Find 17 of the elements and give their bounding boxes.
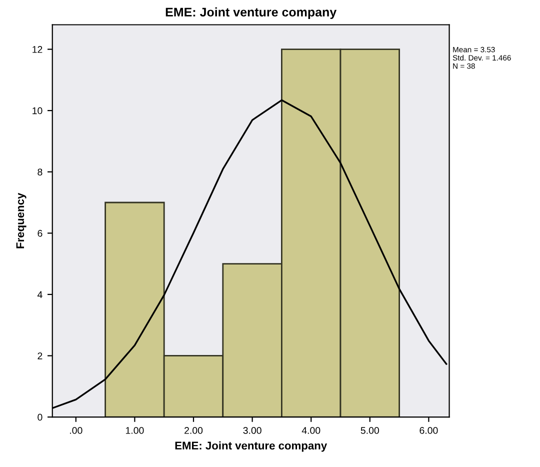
x-tick-label: .00 bbox=[70, 427, 82, 434]
x-tick-label: 2.00 bbox=[184, 427, 203, 434]
y-tick-label: 0 bbox=[38, 414, 42, 421]
x-axis-title: EME: Joint venture company bbox=[175, 441, 328, 452]
y-tick-label: 2 bbox=[38, 352, 42, 360]
x-tick-label: 6.00 bbox=[420, 427, 438, 434]
x-tick-label: 5.00 bbox=[360, 427, 379, 434]
y-tick-label: 10 bbox=[32, 107, 42, 114]
y-tick-label: 4 bbox=[37, 291, 42, 298]
y-tick-label: 8 bbox=[38, 168, 42, 176]
x-tick-label: 1.00 bbox=[126, 427, 144, 434]
y-axis-title: Frequency bbox=[16, 192, 26, 248]
y-tick-label: 12 bbox=[32, 46, 42, 53]
chart-title: EME: Joint venture company bbox=[166, 7, 337, 20]
x-tick-label: 4.00 bbox=[302, 427, 320, 434]
y-tick-label: 6 bbox=[38, 230, 42, 237]
x-tick-label: 3.00 bbox=[243, 427, 262, 434]
